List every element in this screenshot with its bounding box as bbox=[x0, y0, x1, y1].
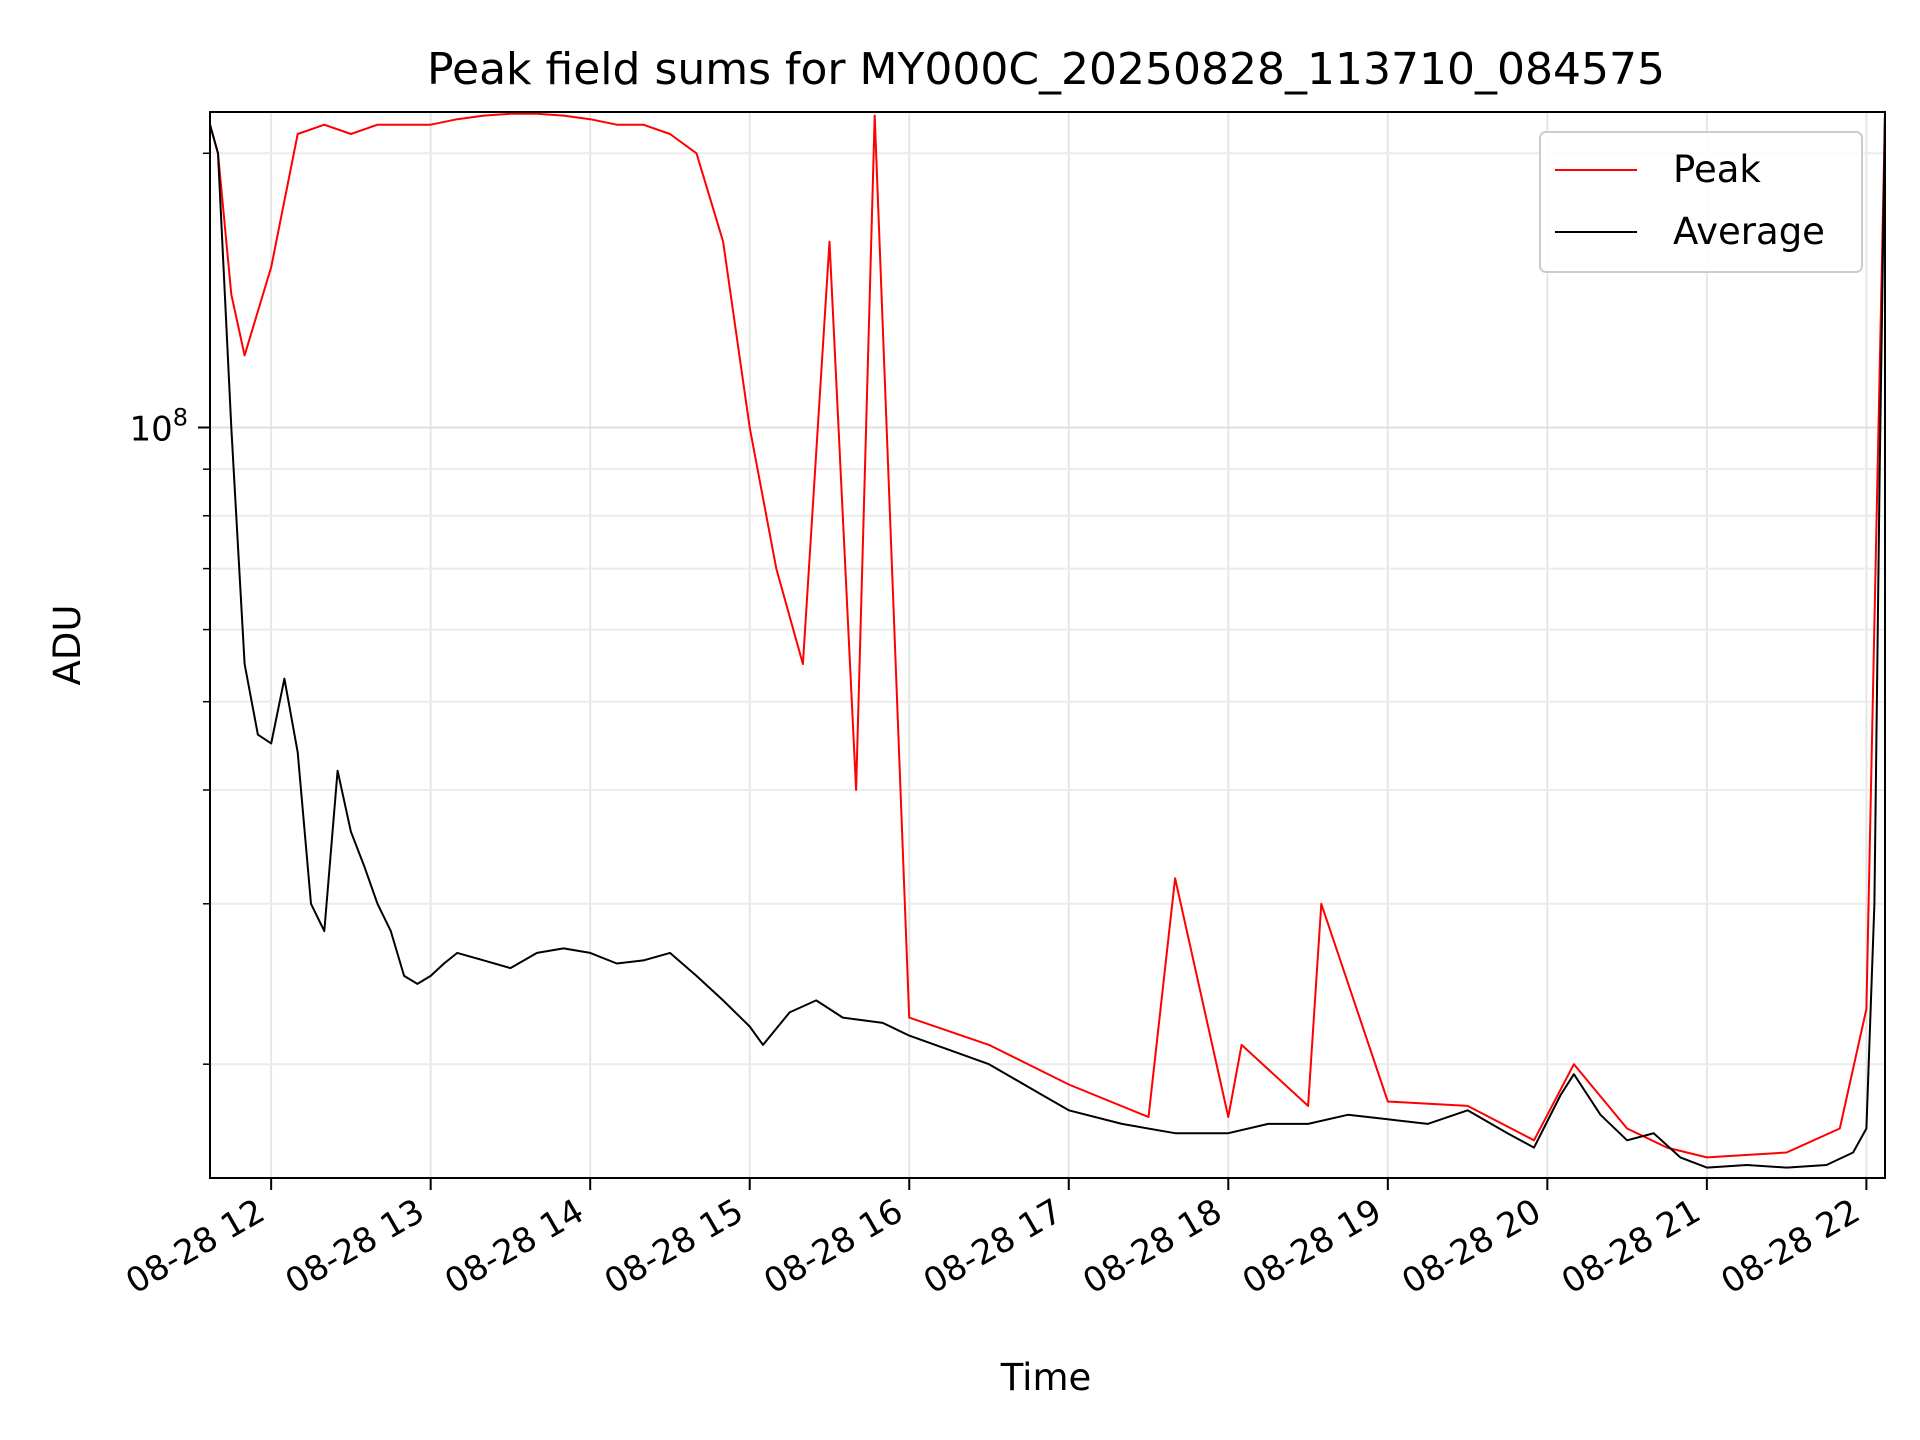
chart-title: Peak field sums for MY000C_20250828_1137… bbox=[427, 44, 1665, 95]
legend-label-peak: Peak bbox=[1673, 148, 1761, 191]
legend-box bbox=[1539, 131, 1863, 273]
y-tick-label: 108 bbox=[129, 403, 188, 449]
x-axis-label: Time bbox=[1000, 1356, 1092, 1399]
y-axis-label: ADU bbox=[46, 605, 89, 686]
axes-frame bbox=[209, 111, 1886, 1179]
series-layer bbox=[210, 112, 1885, 1169]
series-line-average bbox=[210, 113, 1885, 1169]
series-line-peak bbox=[210, 112, 1885, 1159]
legend-label-average: Average bbox=[1673, 210, 1825, 253]
legend: Peak Average bbox=[1539, 131, 1863, 273]
y-ticks: 108 bbox=[129, 152, 210, 1065]
